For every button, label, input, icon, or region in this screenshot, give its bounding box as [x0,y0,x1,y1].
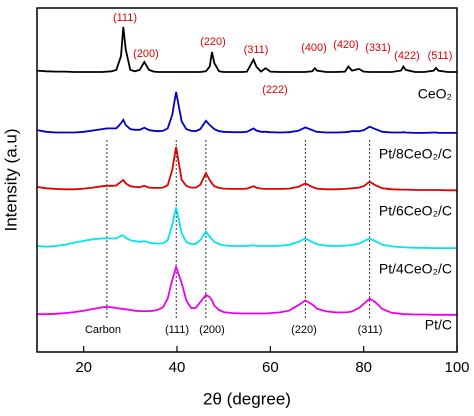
series-line [37,264,457,316]
series-label: Pt/6CeO₂/C [379,203,452,219]
peak-label: (222) [262,84,288,96]
pt-peak-label: (311) [358,324,383,336]
peak-label: (400) [301,42,327,54]
pt-peak-label: (200) [199,324,225,336]
y-axis-title: Intensity (a.u) [1,129,20,232]
peak-label: (331) [365,42,391,54]
pt-peak-label: (111) [165,324,189,336]
x-tick-label: 100 [444,359,469,376]
x-tick-label: 80 [355,359,372,376]
peak-label: (511) [428,50,453,62]
x-tick-label: 60 [262,359,279,376]
x-tick-label: 40 [169,359,186,376]
plot-frame [36,7,458,353]
series-label: Pt/C [425,317,452,333]
peak-label: (422) [394,50,420,62]
series-label: Pt/4CeO₂/C [379,261,452,277]
series-line [36,91,457,134]
series-line [36,146,457,192]
peak-label: (200) [133,48,159,60]
series-label: CeO₂ [418,86,452,102]
series-line [36,207,457,249]
peak-label: (220) [200,36,226,48]
x-axis-title: 2θ (degree) [203,389,291,408]
pt-peak-label: (220) [291,324,317,336]
series-label: Pt/8CeO₂/C [379,146,452,162]
pt-peak-label: Carbon [85,324,121,336]
peak-label: (420) [333,39,359,51]
peak-label: (311) [244,44,269,56]
peak-label: (111) [113,12,137,24]
series-line [36,26,457,73]
x-tick-label: 20 [75,359,92,376]
